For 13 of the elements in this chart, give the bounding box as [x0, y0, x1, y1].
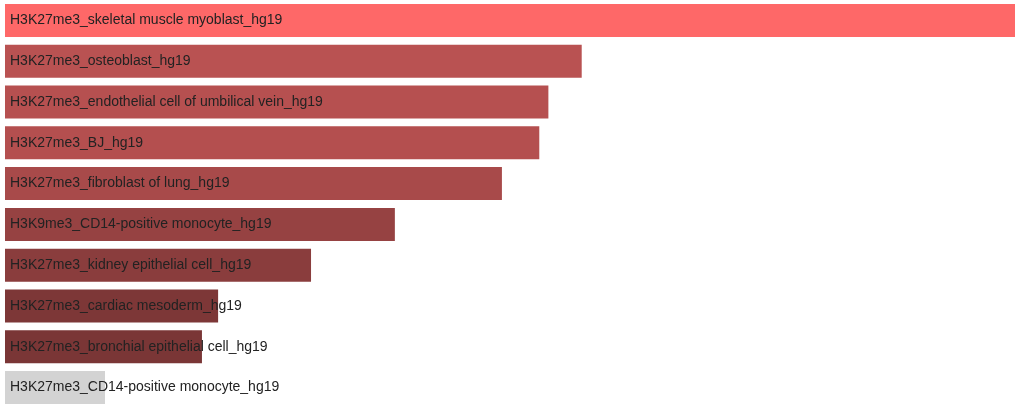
- y-tick-label: H3K9me3_CD14-positive monocyte_hg19: [10, 215, 272, 232]
- bar: [5, 85, 549, 119]
- bar: [5, 126, 540, 160]
- bar: [5, 44, 582, 78]
- bar: [5, 167, 502, 201]
- y-tick-label: H3K27me3_endothelial cell of umbilical vein_hg19: [10, 92, 324, 109]
- y-tick-label: H3K27me3_osteoblast_hg19: [10, 52, 191, 69]
- y-tick-label: H3K27me3_kidney epithelial cell_hg19: [10, 256, 252, 273]
- bar: [5, 3, 1015, 37]
- y-tick-label: H3K27me3_fibroblast of lung_hg19: [10, 174, 230, 191]
- y-tick-label: H3K27me3_skeletal muscle myoblast_hg19: [10, 11, 283, 28]
- y-tick-label: H3K27me3_CD14-positive monocyte_hg19: [10, 378, 280, 395]
- y-tick-label: H3K27me3_BJ_hg19: [10, 133, 144, 150]
